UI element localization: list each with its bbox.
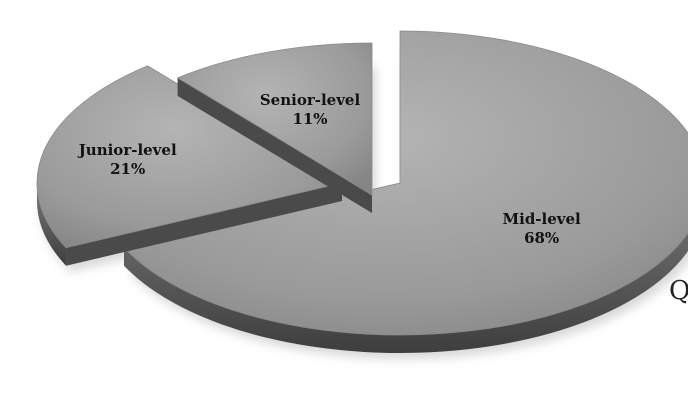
slice-top-mid-level xyxy=(123,30,688,336)
slice-value-junior-level: 21% xyxy=(110,160,145,178)
slice-top-senior-level xyxy=(176,42,373,196)
slice-senior-level xyxy=(176,42,373,213)
slice-label-senior-level: Senior-level xyxy=(260,91,361,109)
slice-label-junior-level: Junior-level xyxy=(77,141,177,159)
slice-rim-junior-level xyxy=(37,183,67,266)
slice-label-mid-level: Mid-level xyxy=(503,210,582,228)
cropped-edge-text: Q xyxy=(669,276,688,306)
slice-top-junior-level xyxy=(36,65,344,249)
slice-mid-level xyxy=(123,30,688,353)
slice-wall-senior-level-0 xyxy=(177,77,372,213)
slice-rim-mid-level xyxy=(124,233,688,353)
slice-value-mid-level: 68% xyxy=(524,229,559,247)
slice-value-senior-level: 11% xyxy=(292,110,327,128)
slice-wall-junior-level-0 xyxy=(66,183,343,266)
